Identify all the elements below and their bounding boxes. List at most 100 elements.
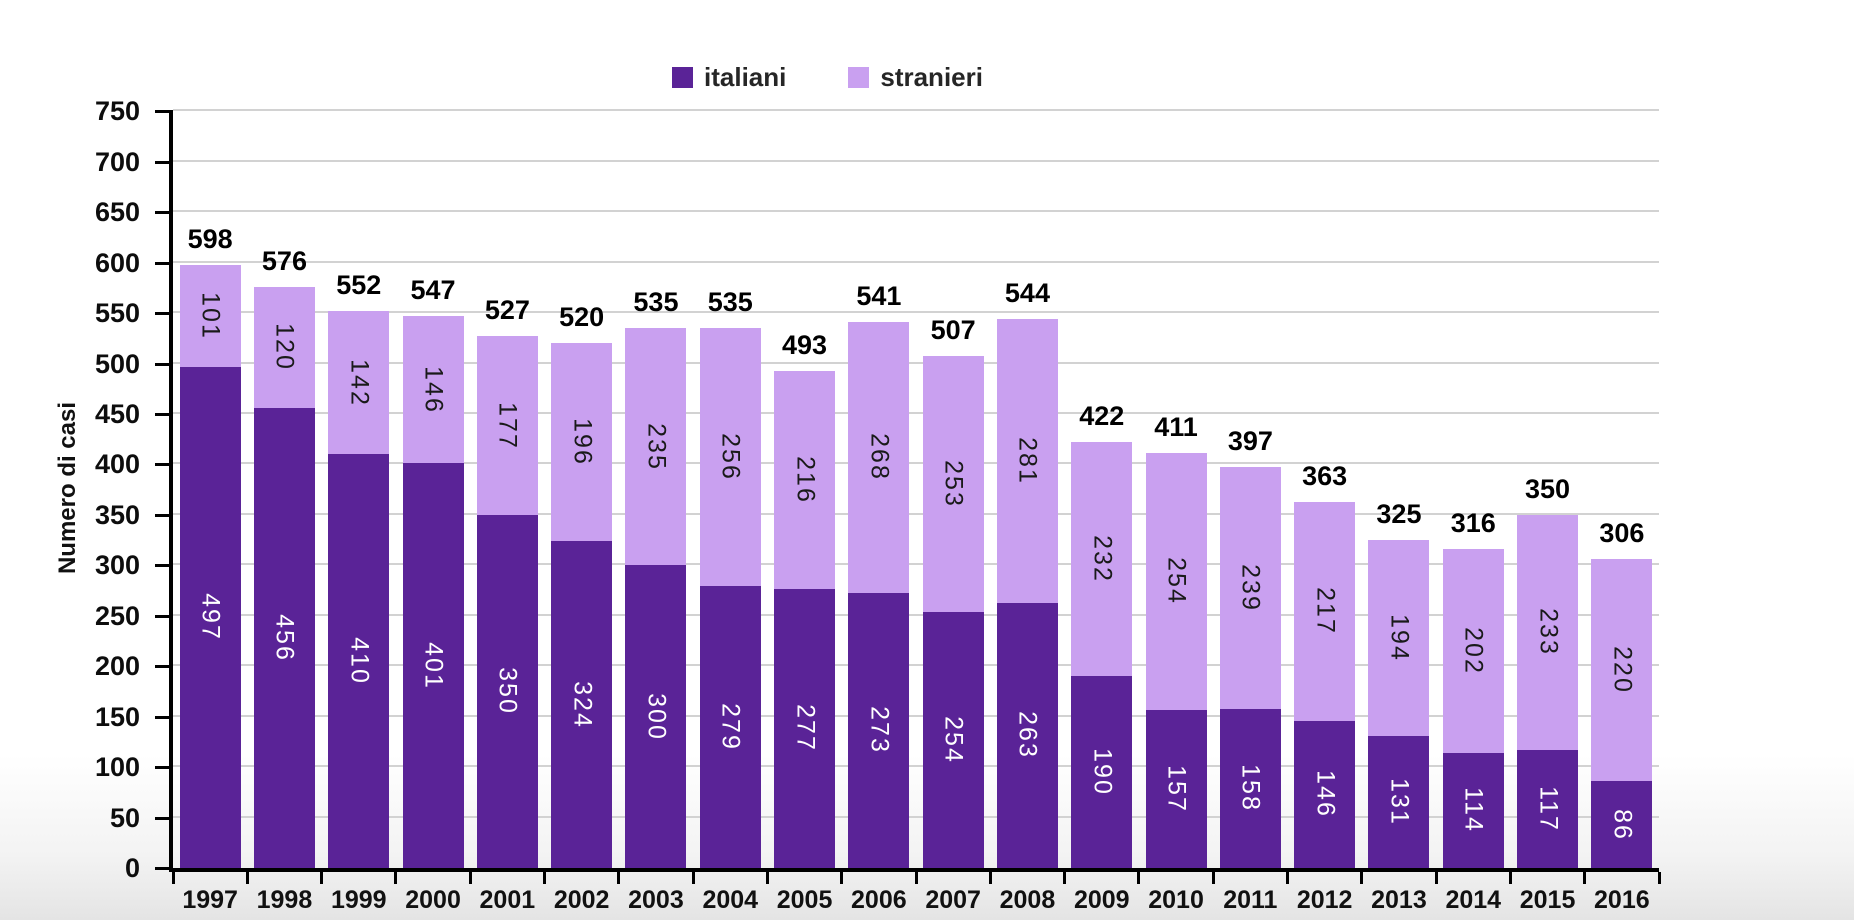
x-tick-label-2008: 2008: [999, 886, 1056, 914]
gridline-450: [173, 411, 1659, 414]
gridline-400: [173, 462, 1659, 465]
y-tick-label: 650: [94, 197, 140, 228]
bar-segment-italiani-2013: [1368, 735, 1430, 868]
bar-total-label: 552: [336, 270, 382, 301]
bar-segment-stranieri-2010: [1145, 453, 1207, 710]
bar-total-label: 547: [410, 275, 456, 306]
x-tick-label-1998: 1998: [256, 886, 313, 914]
x-axis-tick: [1434, 872, 1438, 884]
x-axis-tick: [468, 872, 472, 884]
bar-segment-italiani-2016: [1591, 781, 1653, 868]
bar-value-stranieri: 235: [642, 422, 671, 471]
x-tick-label-2004: 2004: [702, 886, 759, 914]
bar-segment-italiani-2006: [848, 592, 910, 868]
x-tick-label-2015: 2015: [1519, 886, 1576, 914]
x-axis-tick: [171, 872, 175, 884]
bar-total-label: 422: [1079, 401, 1125, 432]
bar-value-italiani: 254: [939, 715, 968, 764]
bar-segment-italiani-2015: [1517, 749, 1579, 868]
bar-value-italiani: 131: [1385, 778, 1414, 826]
bar-total-label: 535: [633, 287, 679, 318]
x-tick-label-1999: 1999: [330, 886, 387, 914]
y-axis-tick: [155, 816, 173, 820]
y-axis-tick: [155, 312, 173, 316]
bar-value-italiani: 190: [1088, 748, 1117, 796]
y-tick-label: 300: [94, 550, 140, 581]
bar-value-stranieri: 220: [1608, 646, 1637, 695]
bar-segment-stranieri-2012: [1294, 501, 1356, 721]
x-axis-tick: [543, 872, 546, 884]
bar-total-label: 411: [1154, 412, 1198, 443]
legend-item-italiani: italiani: [672, 62, 786, 93]
bar-segment-italiani-2003: [625, 565, 687, 868]
bar-segment-italiani-1997: [179, 366, 241, 868]
bar-total-label: 316: [1450, 508, 1496, 539]
x-tick-label-2013: 2013: [1371, 886, 1427, 914]
bar-value-stranieri: 194: [1385, 614, 1414, 662]
bar-value-italiani: 114: [1459, 787, 1488, 834]
bar-segment-italiani-2014: [1442, 752, 1504, 868]
x-tick-label-2016: 2016: [1594, 886, 1650, 914]
x-axis-tick: [1063, 872, 1067, 884]
gridline-150: [173, 714, 1659, 717]
x-axis-tick: [765, 872, 769, 884]
gridline-300: [173, 563, 1659, 566]
bar-value-stranieri: 177: [493, 401, 522, 450]
y-axis-tick: [155, 211, 173, 215]
y-tick-label: 50: [109, 802, 140, 833]
x-axis-tick: [914, 872, 918, 884]
legend-item-stranieri: stranieri: [848, 62, 983, 93]
bar-value-italiani: 300: [642, 692, 671, 741]
bar-value-italiani: 279: [716, 703, 745, 752]
y-tick-label: 0: [124, 853, 140, 883]
chart-legend: italiani stranieri: [672, 62, 983, 93]
bar-segment-stranieri-2009: [1071, 442, 1133, 677]
bar-value-italiani: 277: [791, 704, 820, 753]
bar-value-stranieri: 232: [1088, 535, 1117, 584]
x-axis-tick: [1583, 872, 1587, 884]
legend-swatch-italiani: [672, 67, 693, 88]
x-axis-tick: [1286, 872, 1289, 884]
bar-total-label: 363: [1302, 460, 1348, 491]
x-tick-label-2005: 2005: [776, 886, 833, 914]
bar-value-italiani: 263: [1013, 711, 1042, 760]
bar-segment-stranieri-2005: [774, 370, 836, 589]
bar-segment-italiani-2012: [1294, 720, 1356, 868]
bar-value-stranieri: 253: [939, 460, 968, 508]
x-tick-label-2012: 2012: [1296, 886, 1353, 914]
bar-value-italiani: 86: [1608, 808, 1637, 841]
bar-segment-italiani-2000: [402, 463, 464, 868]
y-axis-tick: [155, 362, 173, 366]
bar-segment-stranieri-1999: [328, 311, 390, 455]
y-tick-label: 750: [94, 96, 140, 127]
bar-value-italiani: 324: [568, 680, 597, 729]
bar-value-stranieri: 196: [568, 418, 597, 467]
y-tick-label: 700: [94, 146, 140, 177]
bar-segment-italiani-2002: [551, 541, 613, 868]
gridline-750: [173, 109, 1659, 112]
gridline-700: [173, 159, 1659, 162]
gridline-500: [173, 361, 1659, 364]
y-axis-tick: [155, 665, 173, 669]
x-axis-tick: [691, 872, 695, 884]
bar-value-stranieri: 217: [1311, 587, 1340, 636]
x-tick-label-2002: 2002: [553, 886, 610, 914]
bar-value-italiani: 350: [493, 667, 522, 716]
bar-segment-italiani-2001: [476, 514, 538, 868]
bar-total-label: 350: [1525, 473, 1571, 504]
bar-value-stranieri: 256: [716, 433, 745, 482]
x-axis-tick: [394, 872, 398, 884]
x-axis-tick: [1137, 872, 1141, 884]
x-tick-label-2009: 2009: [1073, 886, 1130, 914]
bar-segment-stranieri-2015: [1517, 514, 1579, 750]
gridline-550: [173, 311, 1659, 314]
bar-value-stranieri: 142: [345, 358, 374, 407]
y-tick-label: 550: [94, 298, 140, 329]
gridline-250: [173, 613, 1659, 616]
bar-segment-stranieri-1997: [179, 264, 241, 367]
bar-segment-stranieri-2001: [476, 336, 538, 515]
y-axis-tick: [155, 715, 173, 719]
bar-segment-stranieri-2000: [402, 316, 464, 464]
bar-value-italiani: 410: [345, 637, 374, 685]
